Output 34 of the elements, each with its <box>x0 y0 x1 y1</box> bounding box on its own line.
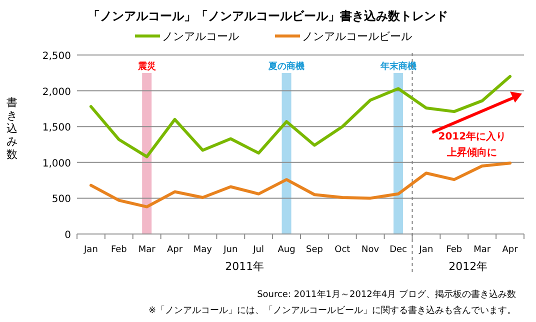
x-tick-label: Dec <box>390 245 408 255</box>
x-tick-label: Apr <box>166 245 183 255</box>
x-tick-label: Mar <box>474 245 491 255</box>
x-tick-label: Jun <box>222 245 238 255</box>
y-tick-label: 1,000 <box>42 158 71 170</box>
band-label: 震災 <box>136 61 156 72</box>
x-tick-label: Aug <box>278 245 296 255</box>
x-tick-label: Sep <box>306 245 324 255</box>
text: ※「ノンアルコール」には、「ノンアルコールビール」に関する書き込みも含んでいます。 <box>148 305 516 316</box>
x-tick-label: Apr <box>502 245 518 255</box>
x-tick-label: Jul <box>252 245 264 255</box>
y-tick-label: 500 <box>52 194 71 206</box>
y-tick-label: 1,500 <box>42 122 71 134</box>
legend-label: ノンアルコール <box>162 30 239 43</box>
x-tick-label: Jan <box>83 245 98 255</box>
chart-title: 「ノンアルコール」「ノンアルコールビール」書き込み数トレンド <box>88 9 448 23</box>
y-tick-label: 2,500 <box>42 51 71 62</box>
y-tick-label: 2,000 <box>42 86 71 98</box>
x-tick-label: Jan <box>418 245 434 255</box>
x-tick-label: May <box>193 245 213 255</box>
legend-label: ノンアルコールビール <box>302 30 412 43</box>
y-tick-label: 0 <box>64 230 71 241</box>
text: 2011年 <box>225 260 264 273</box>
x-tick-label: Feb <box>110 245 128 255</box>
x-tick-label: Feb <box>446 245 462 255</box>
band-label: 年末商機 <box>379 61 416 72</box>
x-tick-label: Nov <box>362 245 380 255</box>
source-note: Source: 2011年1月～2012年4月 ブログ、掲示板の書き込み数 <box>257 289 516 300</box>
x-tick-label: Oct <box>334 245 351 255</box>
x-tick-label: Mar <box>138 245 156 255</box>
band-label: 夏の商機 <box>268 61 305 72</box>
text: 2012年 <box>448 260 488 273</box>
annotation: 2012年に入り上昇傾向に <box>438 130 506 158</box>
y-axis-title: 書き込み数 <box>6 96 18 161</box>
